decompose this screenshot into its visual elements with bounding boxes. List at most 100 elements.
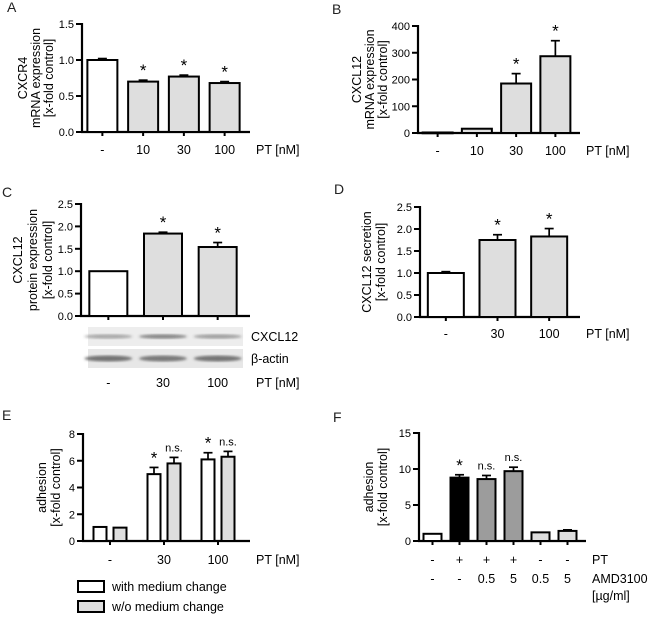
y-tick-label: 8 (69, 429, 75, 441)
x-category-label: - (108, 553, 112, 567)
x-axis-label: AMD3100 (592, 572, 648, 586)
y-tick-label: 1.0 (397, 268, 412, 280)
x-category-label: 30 (157, 553, 171, 567)
bar (426, 272, 465, 318)
y-axis-label: CXCL12 secretion (360, 211, 374, 312)
x-category-label: 30 (509, 144, 523, 158)
x-axis-label: PT [nM] (256, 143, 300, 157)
significance-label: n.s. (478, 460, 496, 472)
y-tick-label: 2.0 (397, 224, 412, 236)
y-axis-label: CXCL12 (11, 236, 25, 283)
x-axis-label: PT [nM] (256, 376, 300, 390)
y-tick-label: 0 (69, 536, 75, 548)
x-category-label: 30 (177, 143, 191, 157)
y-tick-label: 400 (392, 21, 410, 33)
x-category-label: - (457, 572, 461, 586)
y-axis-label: [x-fold control] (376, 40, 390, 119)
x-category-label: 100 (214, 143, 235, 157)
y-tick-label: 0.0 (59, 127, 74, 139)
significance-label: * (546, 210, 553, 229)
panel-letter-b: B (332, 1, 342, 17)
bar (476, 478, 497, 542)
blot-band (84, 334, 133, 339)
bar (530, 531, 551, 543)
significance-label: * (494, 216, 501, 235)
x-category-label: - (430, 553, 434, 567)
x-category-label: 30 (156, 376, 170, 390)
bar (146, 473, 162, 542)
x-category-label: 0.5 (532, 572, 549, 586)
x-category-label: - (538, 553, 542, 567)
bar (197, 246, 238, 317)
significance-label: * (151, 448, 158, 467)
panel-e-chart: adhesion [x-fold control] 0 2 4 6 8 - 30 100 * n.s.… (35, 429, 300, 614)
x-category-label: - (100, 143, 104, 157)
y-tick-label: 300 (392, 48, 410, 60)
y-tick-label: 6 (69, 456, 75, 468)
y-tick-label: 0.5 (59, 91, 74, 103)
bar (557, 529, 578, 542)
bar (220, 455, 236, 542)
significance-label: * (205, 434, 212, 453)
panel-b-chart: CXCL12 mRNA expression [x-fold control] 0 10… (350, 21, 630, 158)
y-axis-label: protein expression (26, 209, 40, 311)
x-axis-label: PT [nM] (256, 553, 300, 567)
bar (208, 82, 241, 133)
x-category-label: + (510, 553, 517, 567)
x-category-label: 100 (545, 144, 566, 158)
significance-label: * (221, 63, 228, 82)
blot-band (139, 334, 187, 339)
y-axis-label: [x-fold control] (49, 448, 63, 527)
bar (503, 470, 524, 542)
y-tick-label: 0.5 (397, 290, 412, 302)
y-axis-label: [x-fold control] (41, 221, 55, 300)
panel-letter-d: D (334, 181, 345, 197)
y-tick-label: 2.5 (397, 202, 412, 214)
significance-label: * (214, 224, 221, 243)
blot-band (84, 355, 133, 362)
bar (92, 525, 108, 543)
bar (167, 75, 200, 133)
panel-d-chart: CXCL12 secretion [x-fold control] 0.0 0.5 1.… (360, 202, 630, 341)
x-category-label: - (106, 376, 110, 390)
panel-f-chart: adhesion [x-fold control] 0 5 10 15 - - + - +0.5 +5… (362, 428, 648, 603)
y-axis-label: adhesion (35, 462, 49, 513)
panel-letter-a: A (7, 0, 17, 15)
bar (127, 80, 160, 133)
y-axis-label: CXCR4 (16, 57, 30, 99)
y-tick-label: 1.5 (59, 19, 74, 31)
bar (422, 532, 443, 543)
x-category-label: - (444, 327, 448, 341)
y-tick-label: 10 (399, 464, 411, 476)
legend-label: with medium change (111, 580, 227, 594)
y-axis-label: [x-fold control] (42, 39, 56, 118)
y-tick-label: 0 (404, 128, 410, 140)
y-tick-label: 0.5 (58, 289, 73, 301)
y-tick-label: 5 (405, 500, 411, 512)
legend-swatch (77, 600, 105, 613)
bar (530, 235, 569, 318)
bar (539, 55, 572, 134)
panel-letter-f: F (333, 409, 342, 425)
x-category-label: - (436, 144, 440, 158)
blot-label: CXCL12 (251, 330, 298, 344)
y-tick-label: 0.0 (58, 311, 73, 323)
y-tick-label: 4 (69, 483, 75, 495)
y-tick-label: 1.0 (59, 55, 74, 67)
significance-label: n.s. (505, 452, 523, 464)
y-tick-label: 1.5 (397, 246, 412, 258)
panel-c-chart: CXCL12 protein expression [x-fold control]… (11, 199, 300, 390)
y-tick-label: 2.5 (58, 199, 73, 211)
x-axis-unit: [µg/ml] (592, 589, 630, 603)
significance-label: * (140, 61, 147, 80)
y-axis-label: [x-fold control] (374, 223, 388, 302)
x-axis-label: PT [nM] (586, 144, 630, 158)
legend-swatch (77, 580, 105, 593)
legend-label: w/o medium change (111, 600, 224, 614)
blot-band (193, 355, 242, 362)
panel-letter-e: E (2, 407, 12, 423)
bar (500, 82, 533, 134)
significance-label: * (160, 213, 167, 232)
y-axis-label: adhesion (362, 462, 376, 513)
y-tick-label: 200 (392, 75, 410, 87)
